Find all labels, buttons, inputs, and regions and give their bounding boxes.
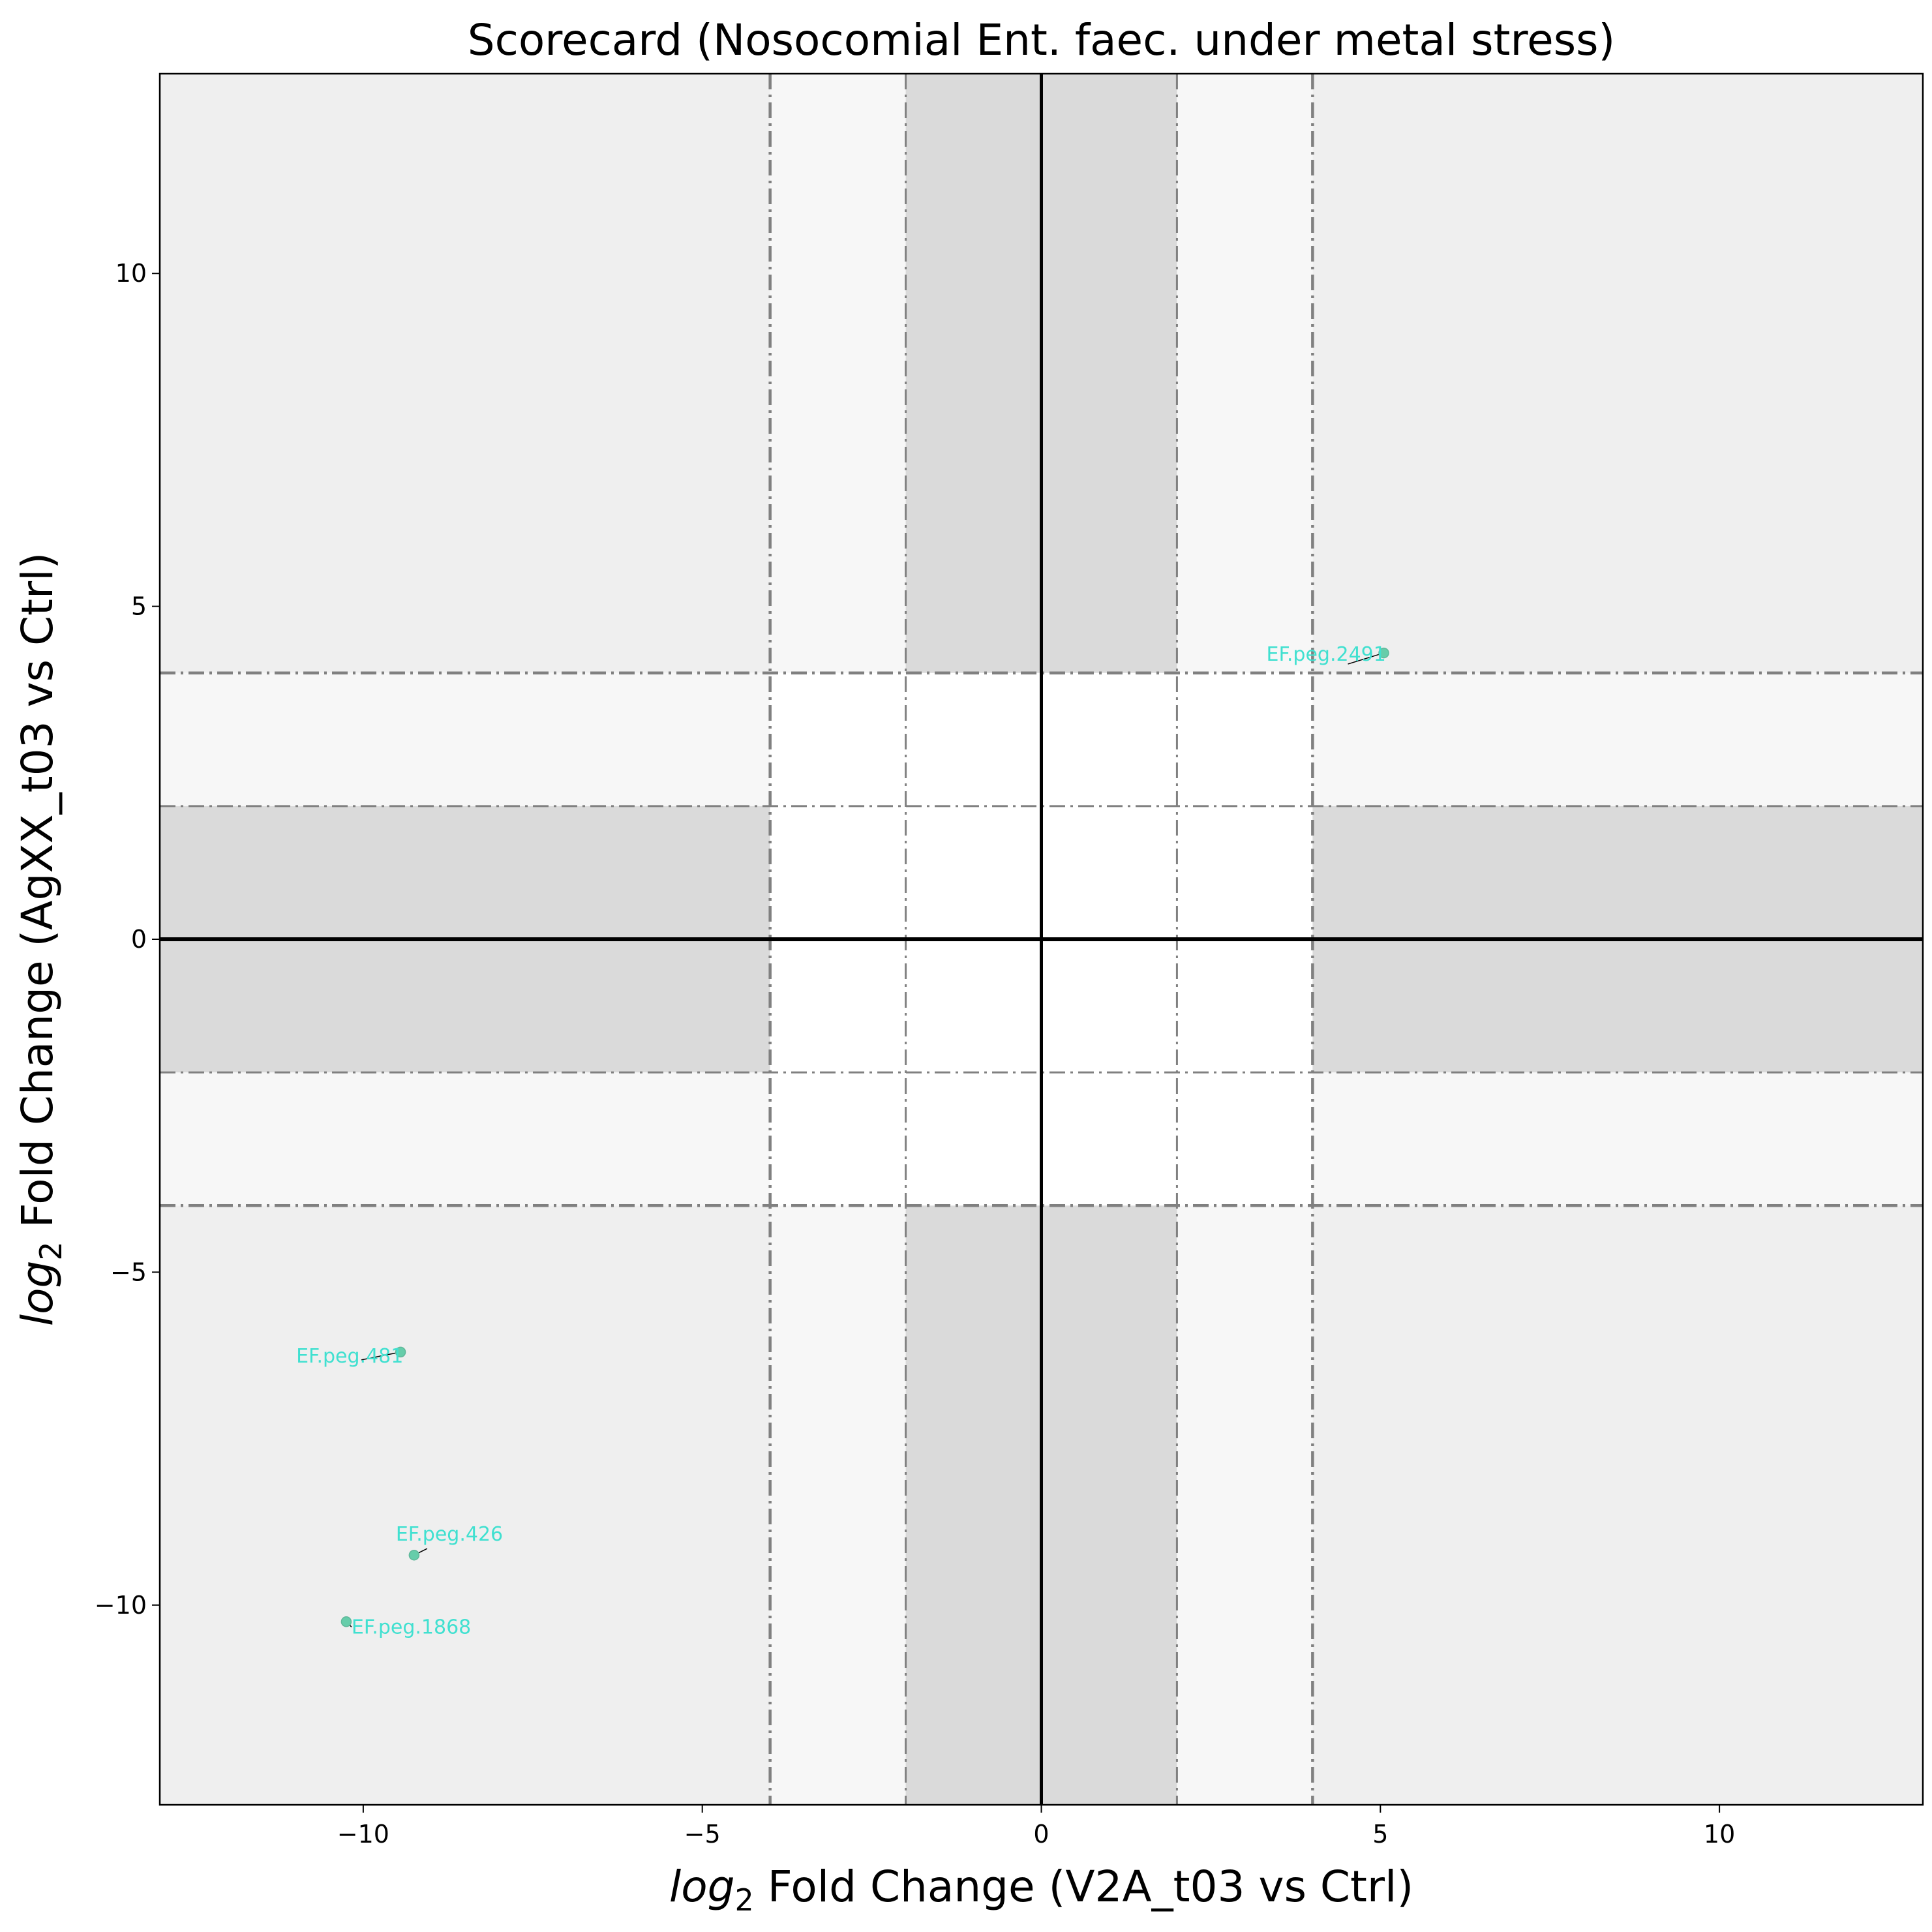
x-tick-label: 10 bbox=[1704, 1820, 1735, 1849]
plot-frame bbox=[158, 72, 1924, 1806]
data-points: EF.peg.2491 EF.peg.481 EF.peg.426 EF.peg.18… bbox=[296, 643, 1389, 1638]
band-right-lower-light bbox=[1312, 1072, 1923, 1206]
data-point bbox=[395, 1346, 406, 1358]
corner-bottom-left bbox=[160, 1205, 770, 1805]
y-tick-label: −10 bbox=[95, 1591, 147, 1620]
x-tick-label: −10 bbox=[337, 1820, 389, 1849]
band-top-left-light bbox=[770, 74, 906, 673]
x-tick-label: −5 bbox=[684, 1820, 721, 1849]
axis-ticks: −10 −5 0 5 10 −10 −5 0 5 10 bbox=[95, 259, 1735, 1849]
y-axis-label-text: Fold Change (AgXX_t03 vs Ctrl) bbox=[12, 552, 63, 1242]
corner-bottom-right bbox=[1312, 1205, 1923, 1805]
band-right-upper-light bbox=[1312, 672, 1923, 806]
data-point bbox=[408, 1549, 420, 1561]
point-label: EF.peg.2491 bbox=[1267, 643, 1386, 666]
x-tick-label: 5 bbox=[1372, 1820, 1388, 1849]
x-axis-label-text: Fold Change (V2A_t03 vs Ctrl) bbox=[754, 1862, 1413, 1912]
y-tick-label: 0 bbox=[131, 925, 147, 954]
y-axis-label-subscript: 2 bbox=[33, 1241, 68, 1260]
data-point bbox=[1378, 647, 1389, 659]
x-tick-label: 0 bbox=[1033, 1820, 1049, 1849]
zero-lines bbox=[160, 74, 1923, 1805]
y-tick-label: 5 bbox=[131, 592, 147, 621]
corner-top-left bbox=[160, 74, 770, 673]
y-tick-label: 10 bbox=[115, 259, 147, 288]
band-left-upper-light bbox=[160, 672, 770, 806]
point-label: EF.peg.481 bbox=[296, 1345, 403, 1368]
y-tick-label: −5 bbox=[110, 1258, 147, 1286]
band-left-lower-light bbox=[160, 1072, 770, 1206]
x-axis-label-log: log bbox=[669, 1862, 735, 1912]
y-axis-label-log: log bbox=[12, 1261, 63, 1327]
point-label: EF.peg.1868 bbox=[352, 1616, 471, 1638]
data-point bbox=[340, 1616, 352, 1627]
corner-top-right bbox=[1312, 74, 1923, 673]
point-leader-line bbox=[361, 1351, 401, 1361]
band-top-right-light bbox=[1177, 74, 1313, 673]
point-leader-line bbox=[1348, 652, 1384, 665]
band-bottom-right-light bbox=[1177, 1205, 1313, 1805]
chart-title: Scorecard (Nosocomial Ent. faec. under m… bbox=[468, 15, 1616, 65]
x-axis-label: log2 Fold Change (V2A_t03 vs Ctrl) bbox=[669, 1862, 1413, 1918]
y-axis-label: log2 Fold Change (AgXX_t03 vs Ctrl) bbox=[12, 552, 68, 1326]
band-bottom-left-light bbox=[770, 1205, 906, 1805]
x-axis-label-subscript: 2 bbox=[735, 1882, 754, 1918]
point-label: EF.peg.426 bbox=[396, 1523, 503, 1546]
